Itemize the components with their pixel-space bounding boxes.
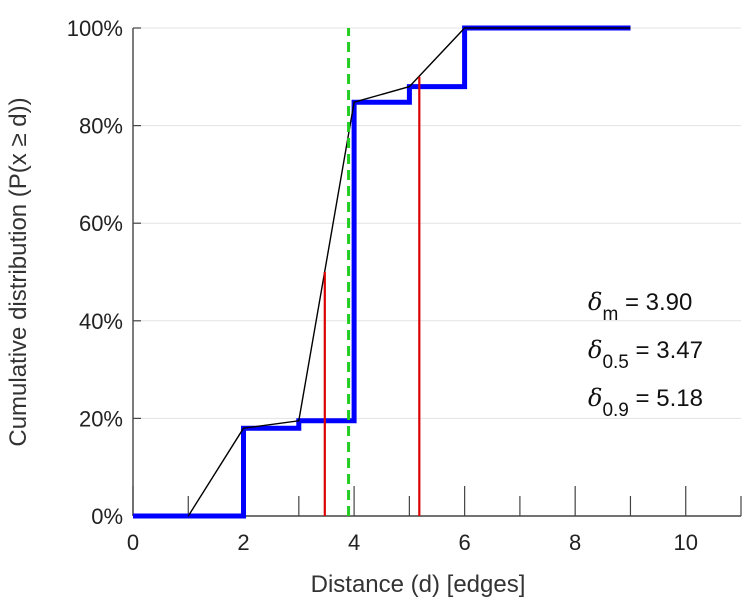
axes xyxy=(132,27,742,517)
x-tick-label: 6 xyxy=(459,530,471,555)
x-tick-label: 8 xyxy=(569,530,581,555)
cdf-step-line xyxy=(133,25,631,519)
x-tick-label: 0 xyxy=(127,530,139,555)
y-tick-label: 40% xyxy=(79,309,123,334)
x-tick-label: 4 xyxy=(348,530,360,555)
y-tick-label: 80% xyxy=(79,114,123,139)
y-tick-label: 20% xyxy=(79,406,123,431)
y-tick-label: 100% xyxy=(67,16,123,41)
x-tick-label: 10 xyxy=(673,530,697,555)
stat-annotation: δ0.5 = 3.47 xyxy=(588,336,703,373)
cdf-interpolated-line xyxy=(187,27,631,517)
series xyxy=(133,25,631,519)
stat-annotation: δ0.9 = 5.18 xyxy=(588,384,703,421)
y-tick-label: 0% xyxy=(91,504,123,529)
statistics-annotations: δm = 3.90 δ0.5 = 3.47 δ0.9 = 5.18 xyxy=(588,288,703,421)
x-tick-label: 2 xyxy=(237,530,249,555)
stat-annotation: δm = 3.90 xyxy=(588,288,692,325)
x-axis-title: Distance (d) [edges] xyxy=(311,571,526,598)
y-tick-label: 60% xyxy=(79,211,123,236)
reference-lines xyxy=(323,28,421,516)
y-axis-title: Cumulative distribution (P(x ≥ d)) xyxy=(5,97,32,446)
tick-labels: 0% 20% 40% 60% 80% 100% 0 2 4 6 8 10 xyxy=(67,16,698,555)
grid-lines xyxy=(133,27,741,419)
